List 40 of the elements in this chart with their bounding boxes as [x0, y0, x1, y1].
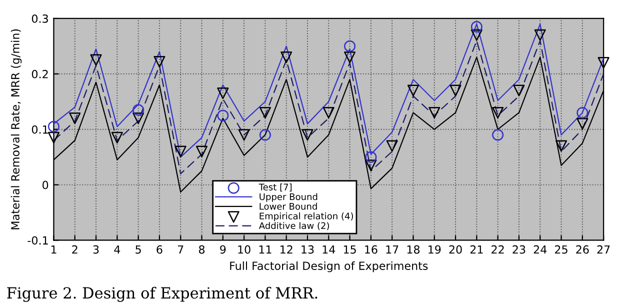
x-tick-label: 18 [407, 245, 420, 254]
legend-label: Empirical relation (4) [260, 212, 353, 222]
x-tick-label: 23 [512, 245, 526, 254]
x-tick-label: 20 [449, 245, 462, 254]
x-tick-label: 11 [259, 245, 272, 254]
caption: Figure 2. Design of Experiment of MRR. [7, 286, 318, 302]
x-tick-label: 19 [428, 245, 441, 254]
x-tick-label: 8 [198, 245, 205, 254]
legend-label: Lower Bound [260, 202, 317, 210]
x-tick-label: 27 [597, 245, 610, 254]
x-tick-label: 6 [156, 245, 162, 254]
y-tick-label: 0.3 [32, 14, 48, 23]
x-tick-label: 7 [178, 245, 184, 254]
x-tick-label: 16 [365, 245, 378, 254]
y-axis-title: Material Removal Rate, MRR (g/min) [10, 29, 22, 230]
x-tick-label: 10 [238, 245, 250, 254]
x-tick-label: 17 [386, 245, 398, 254]
y-tick-label: -0.1 [28, 236, 48, 245]
x-tick-label: 4 [114, 245, 120, 254]
legend-label: Additive law (2) [258, 222, 329, 230]
y-tick-label: 0.2 [32, 70, 48, 78]
x-tick-label: 14 [322, 245, 336, 254]
x-tick-label: 25 [555, 245, 568, 254]
x-tick-label: 12 [280, 245, 292, 254]
x-tick-label: 13 [302, 245, 314, 254]
x-axis-title: Full Factorial Design of Experiments [230, 261, 428, 272]
x-tick-label: 22 [492, 245, 504, 254]
y-tick-label: 0 [42, 180, 48, 190]
x-tick-label: 26 [576, 245, 589, 254]
x-tick-label: 1 [51, 245, 56, 254]
x-tick-label: 5 [136, 245, 141, 254]
legend-label: Upper Bound [260, 193, 318, 202]
x-tick-label: 2 [72, 245, 78, 254]
x-tick-label: 21 [470, 245, 483, 254]
x-tick-label: 24 [534, 245, 547, 254]
x-tick-label: 3 [93, 245, 99, 254]
y-tick-label: 0.1 [32, 125, 48, 134]
legend-label: Test [7] [258, 184, 292, 192]
x-tick-label: 15 [344, 245, 356, 254]
x-tick-label: 9 [220, 245, 226, 254]
